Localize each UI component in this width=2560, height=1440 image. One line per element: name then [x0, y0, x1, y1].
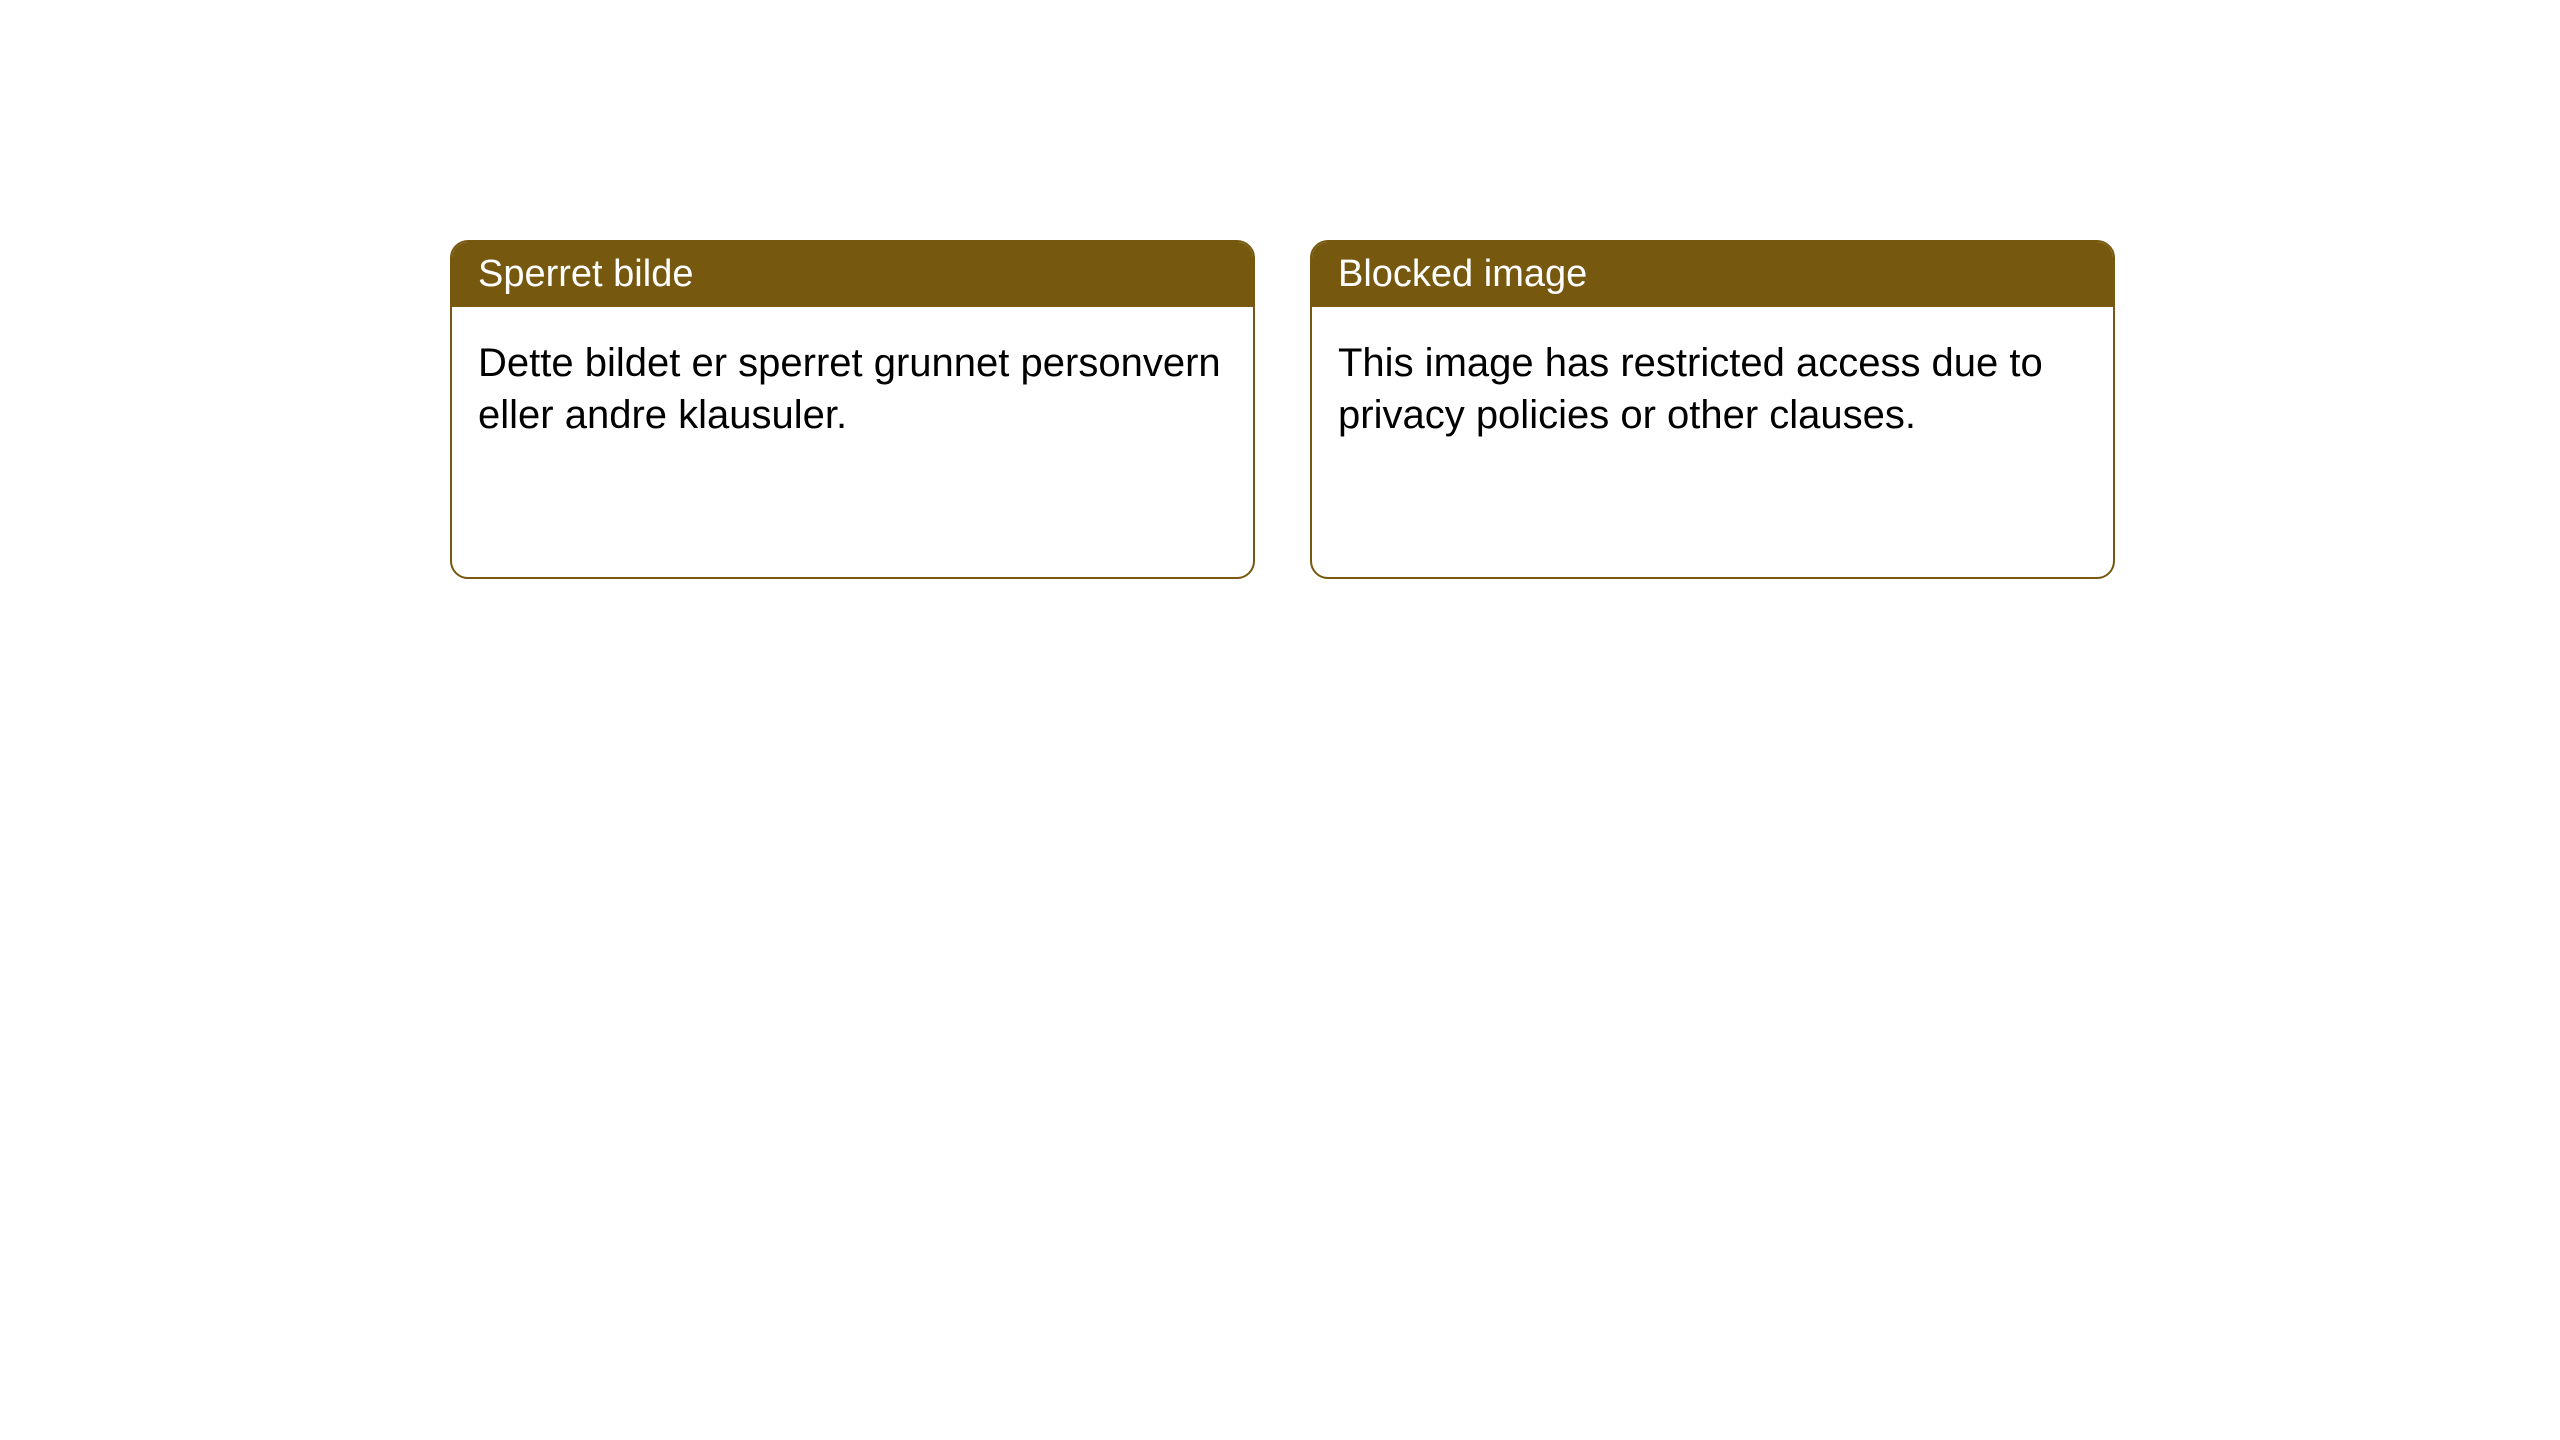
- notice-header: Blocked image: [1312, 242, 2113, 307]
- notice-card-norwegian: Sperret bilde Dette bildet er sperret gr…: [450, 240, 1255, 579]
- notice-header: Sperret bilde: [452, 242, 1253, 307]
- notice-title: Sperret bilde: [478, 253, 693, 295]
- notice-text: Dette bildet er sperret grunnet personve…: [478, 341, 1221, 437]
- notice-container: Sperret bilde Dette bildet er sperret gr…: [0, 0, 2560, 579]
- notice-text: This image has restricted access due to …: [1338, 341, 2043, 437]
- notice-title: Blocked image: [1338, 253, 1587, 295]
- notice-body: This image has restricted access due to …: [1312, 307, 2113, 577]
- notice-body: Dette bildet er sperret grunnet personve…: [452, 307, 1253, 577]
- notice-card-english: Blocked image This image has restricted …: [1310, 240, 2115, 579]
